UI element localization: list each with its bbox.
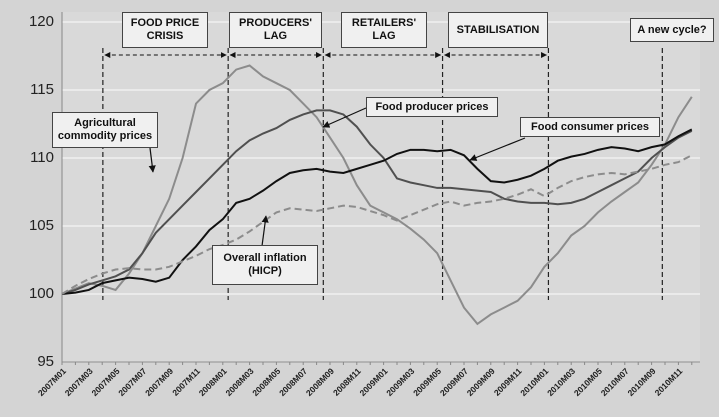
callout-arrow	[469, 137, 526, 161]
series-label: Agricultural commodity prices	[52, 112, 158, 148]
x-tick-label: 2007M07	[116, 366, 148, 398]
annotation-box: FOOD PRICE CRISIS	[122, 12, 208, 48]
series-label: Overall inflation (HICP)	[212, 245, 318, 285]
x-tick-label: 2008M03	[223, 366, 255, 398]
x-tick-label: 2010M07	[599, 366, 631, 398]
annotation-box: STABILISATION	[448, 12, 548, 48]
plot-area	[62, 12, 700, 362]
y-tick-label: 95	[37, 353, 54, 370]
y-tick-label: 100	[29, 285, 54, 302]
annotation-box: PRODUCERS' LAG	[229, 12, 322, 48]
x-tick-label: 2008M09	[304, 366, 336, 398]
x-tick-label: 2009M01	[357, 366, 389, 398]
callout-arrow	[148, 147, 156, 173]
callout-arrow	[261, 215, 269, 247]
x-tick-label: 2009M05	[411, 366, 443, 398]
series-line	[61, 64, 693, 326]
x-tick-label: 2008M07	[277, 366, 309, 398]
x-tick-label: 2010M11	[653, 366, 685, 398]
annotation-box: A new cycle?	[630, 18, 714, 42]
x-tick-label: 2007M03	[63, 366, 95, 398]
y-tick-label: 115	[30, 81, 54, 98]
x-tick-label: 2010M05	[572, 366, 604, 398]
y-tick-label: 110	[30, 149, 54, 166]
x-tick-label: 2007M09	[143, 366, 175, 398]
x-tick-label: 2009M09	[465, 366, 497, 398]
x-tick-label: 2007M05	[89, 366, 121, 398]
x-tick-label: 2009M03	[384, 366, 416, 398]
x-tick-label: 2010M01	[518, 366, 550, 398]
series-label: Food consumer prices	[520, 117, 660, 137]
annotation-box: RETAILERS' LAG	[341, 12, 427, 48]
x-tick-label: 2008M01	[197, 366, 229, 398]
y-tick-label: 105	[29, 217, 54, 234]
series-line	[61, 109, 693, 295]
x-tick-label: 2010M09	[625, 366, 657, 398]
x-tick-label: 2009M07	[438, 366, 470, 398]
series-line	[61, 154, 693, 295]
callout-arrow	[322, 107, 367, 128]
x-tick-label: 2008M05	[250, 366, 282, 398]
series-line	[61, 128, 693, 295]
x-tick-label: 2007M01	[36, 366, 68, 398]
series-label: Food producer prices	[366, 97, 498, 117]
x-tick-label: 2010M03	[545, 366, 577, 398]
y-tick-label: 120	[29, 13, 54, 30]
